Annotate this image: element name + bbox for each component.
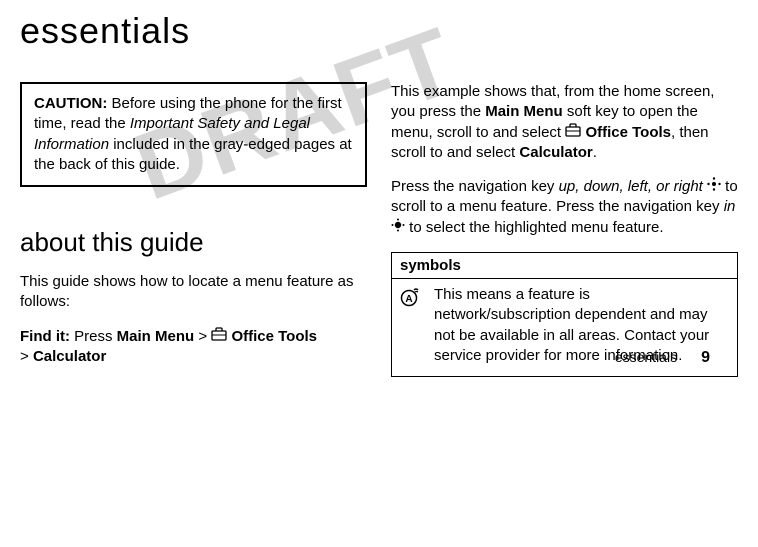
footer-label: essentials <box>615 349 677 365</box>
nav-paragraph: Press the navigation key up, down, left,… <box>391 177 738 238</box>
p2a: Press the navigation key <box>391 178 559 195</box>
p2-dir: up, down, left, or right <box>559 178 703 195</box>
page-content: essentials CAUTION: Before using the pho… <box>20 10 738 381</box>
left-column: CAUTION: Before using the phone for the … <box>20 82 367 381</box>
nav-center-icon <box>391 218 405 238</box>
p2-in: in <box>724 198 736 215</box>
section-heading: about this guide <box>20 227 367 258</box>
svg-text:A: A <box>405 294 412 305</box>
findit-press: Press <box>70 328 117 345</box>
nav-key-icon <box>707 177 721 197</box>
find-it-line: Find it: Press Main Menu > Office Tools >… <box>20 327 367 368</box>
office-tools-icon <box>565 123 581 143</box>
example-paragraph: This example shows that, from the home s… <box>391 82 738 163</box>
page-title: essentials <box>20 10 738 52</box>
office-tools-icon <box>211 327 227 347</box>
p1-mainmenu: Main Menu <box>485 103 563 120</box>
p1-calc: Calculator <box>519 144 592 161</box>
symbols-header: symbols <box>392 253 737 279</box>
findit-mainmenu: Main Menu <box>117 328 195 345</box>
right-column: This example shows that, from the home s… <box>391 82 738 381</box>
p1-office: Office Tools <box>585 124 671 141</box>
findit-label: Find it: <box>20 328 70 345</box>
page-footer: essentials 9 <box>615 349 710 367</box>
caution-label: CAUTION: <box>34 95 107 112</box>
two-column-layout: CAUTION: Before using the phone for the … <box>20 82 738 381</box>
network-dependent-icon: A <box>400 285 422 366</box>
footer-page-number: 9 <box>701 349 710 366</box>
findit-office: Office Tools <box>231 328 317 345</box>
intro-text: This guide shows how to locate a menu fe… <box>20 272 367 313</box>
p2c: to select the highlighted menu feature. <box>405 219 664 236</box>
findit-gt2: > <box>20 348 33 365</box>
p1d: . <box>593 144 597 161</box>
caution-box: CAUTION: Before using the phone for the … <box>20 82 367 187</box>
findit-gt1: > <box>194 328 211 345</box>
findit-calc: Calculator <box>33 348 106 365</box>
